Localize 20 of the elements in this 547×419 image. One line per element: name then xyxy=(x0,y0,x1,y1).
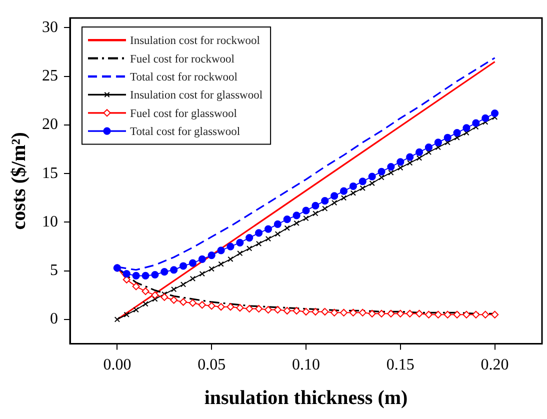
x-tick-label: 0.20 xyxy=(480,356,509,374)
y-tick-label: 10 xyxy=(42,213,58,230)
legend-label: Insulation cost for rockwool xyxy=(130,35,260,48)
y-tick-label: 15 xyxy=(42,164,58,182)
x-tick-label: 0.10 xyxy=(292,356,320,374)
y-axis-title: costs ($/m²) xyxy=(8,132,30,230)
legend-label: Total cost for glasswool xyxy=(130,126,240,138)
x-tick-label: 0.00 xyxy=(103,356,132,374)
x-tick-label: 0.05 xyxy=(198,356,226,374)
y-tick-label: 5 xyxy=(50,262,58,280)
legend-label: Fuel cost for rockwool xyxy=(130,53,234,66)
x-axis-title: insulation thickness (m) xyxy=(204,387,408,410)
y-tick-label: 30 xyxy=(42,18,58,36)
y-tick-label: 20 xyxy=(42,116,58,134)
legend-label: Total cost for rockwool xyxy=(130,72,238,84)
x-tick-label: 0.15 xyxy=(386,356,414,374)
legend-label: Fuel cost for glasswool xyxy=(130,108,238,120)
legend-label: Insulation cost for glasswool xyxy=(130,90,263,102)
y-tick-label: 0 xyxy=(50,310,58,328)
y-tick-label: 25 xyxy=(42,68,58,85)
